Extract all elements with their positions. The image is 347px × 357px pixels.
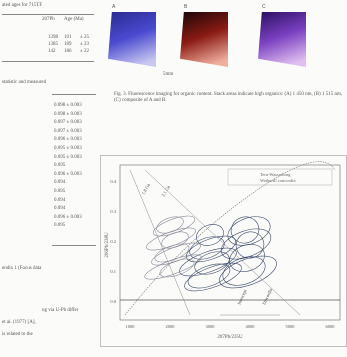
panel-label: A bbox=[112, 4, 115, 10]
body-line: et al. (1977) [A], bbox=[2, 320, 36, 326]
table-cell: 0.096 ± 0.003 bbox=[54, 215, 82, 221]
value-column: 0.098 ± 0.003 0.098 ± 0.003 0.097 ± 0.003 0… bbox=[52, 94, 96, 246]
subheading: statistic and measured bbox=[2, 80, 46, 86]
y-axis-label: 206Pb/238U bbox=[105, 232, 110, 258]
ellipses bbox=[142, 211, 280, 296]
table-heading: ated ages for 715TF bbox=[2, 3, 42, 9]
table-cell: 0.097 ± 0.003 bbox=[54, 120, 82, 126]
footnote: endix 1 (Focus data bbox=[2, 266, 41, 272]
table-cell: ± 25 bbox=[80, 35, 89, 41]
scale-label: 5mm bbox=[163, 72, 173, 78]
x-tick-label: 3000 bbox=[206, 324, 216, 329]
table: 207Pb Age (Ma) 1398 191 ± 25 1385 189 ± 23 142 18… bbox=[2, 14, 94, 62]
body-line: ng via U-Pb differ bbox=[42, 308, 78, 314]
table-cell: 0.096 ± 0.003 bbox=[54, 172, 82, 178]
panel-label: B bbox=[184, 4, 187, 10]
y-tick-label: 0.4 bbox=[110, 179, 116, 184]
table-cell: 186 bbox=[64, 49, 72, 55]
x-tick-label: 2000 bbox=[166, 324, 176, 329]
x-tick-label: 4000 bbox=[246, 324, 256, 329]
error-ellipse bbox=[142, 250, 203, 284]
table-cell: 0.095 bbox=[54, 223, 65, 229]
table-cell: 0.098 ± 0.003 bbox=[54, 112, 82, 118]
image-panel bbox=[108, 12, 156, 67]
table-cell: 1398 bbox=[48, 35, 58, 41]
x-axis-label: 207Pb/235U bbox=[217, 335, 243, 340]
x-tick-label: 5000 bbox=[286, 324, 296, 329]
line-label: Discordia bbox=[261, 287, 273, 305]
plot-area bbox=[120, 165, 340, 320]
legend-entry: Wetherill concordia bbox=[260, 178, 296, 183]
table-cell: 0.094 bbox=[54, 206, 65, 212]
line-label: Intercept bbox=[236, 288, 248, 305]
table-cell: ± 23 bbox=[80, 42, 89, 48]
reference-line bbox=[145, 170, 300, 315]
error-ellipse bbox=[158, 255, 197, 280]
line-label: 2.1 Ga bbox=[161, 185, 171, 198]
y-tick-label: 0.1 bbox=[110, 269, 116, 274]
y-tick-label: 0.0 bbox=[110, 299, 116, 304]
image-panel bbox=[258, 12, 306, 67]
table-cell: 191 bbox=[64, 35, 72, 41]
error-ellipse bbox=[151, 212, 197, 240]
error-ellipse bbox=[181, 257, 244, 296]
y-tick-label: 0.3 bbox=[110, 209, 116, 214]
table-cell: 0.095 ± 0.003 bbox=[54, 146, 82, 152]
table-cell: 0.095 bbox=[54, 189, 65, 195]
table-cell: 0.095 bbox=[54, 163, 65, 169]
x-tick-label: 6000 bbox=[326, 324, 336, 329]
figure-caption: Fig. 3. Fluorescence imaging for organic… bbox=[114, 92, 344, 104]
table-cell: 0.094 bbox=[54, 180, 65, 186]
plot: 0.4 0.3 0.2 0.1 0.0 1000 2000 3000 4000 5000 6000 2… bbox=[100, 155, 347, 347]
table-cell: 0.094 bbox=[54, 198, 65, 204]
table-cell: 0.097 ± 0.003 bbox=[54, 129, 82, 135]
line-label: 1.8 Ga bbox=[141, 183, 151, 196]
table-cell: ± 22 bbox=[80, 49, 89, 55]
table-cell: 1385 bbox=[48, 42, 58, 48]
image-panel bbox=[180, 12, 228, 67]
y-tick-label: 0.2 bbox=[110, 239, 116, 244]
table-header-cell: 207Pb bbox=[42, 17, 55, 23]
paper-page: ated ages for 715TF 207Pb Age (Ma) 1398 191… bbox=[0, 0, 347, 357]
table-cell: 189 bbox=[64, 42, 72, 48]
legend-entry: Tera-Wasserburg bbox=[260, 172, 291, 177]
error-ellipse bbox=[193, 221, 226, 249]
table-cell: 142 bbox=[48, 49, 56, 55]
x-tick-label: 1000 bbox=[126, 324, 136, 329]
table-cell: 0.096 ± 0.003 bbox=[54, 137, 82, 143]
table-cell: 0.098 ± 0.003 bbox=[54, 103, 82, 109]
body-line: is related to the bbox=[2, 332, 33, 338]
error-ellipse bbox=[192, 247, 233, 278]
table-cell: 0.095 ± 0.003 bbox=[54, 155, 82, 161]
table-header-cell: Age (Ma) bbox=[64, 17, 84, 23]
panel-label: C bbox=[262, 4, 266, 10]
concordia-curve bbox=[125, 162, 335, 315]
figure-frame bbox=[101, 156, 347, 347]
